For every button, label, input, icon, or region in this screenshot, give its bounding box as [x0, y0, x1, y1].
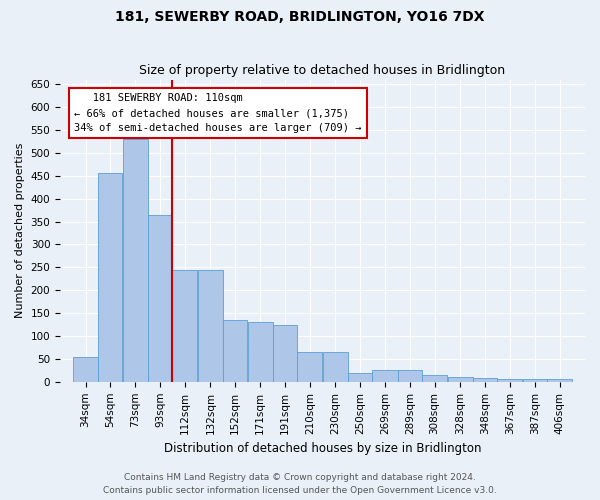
X-axis label: Distribution of detached houses by size in Bridlington: Distribution of detached houses by size …	[164, 442, 481, 455]
Bar	[248, 322, 272, 382]
Bar	[348, 372, 372, 382]
Bar	[297, 352, 322, 382]
Bar	[523, 379, 547, 382]
Title: Size of property relative to detached houses in Bridlington: Size of property relative to detached ho…	[139, 64, 506, 77]
Bar	[98, 174, 122, 382]
Bar	[323, 352, 348, 382]
Bar	[198, 270, 223, 382]
Bar	[422, 375, 447, 382]
Bar	[448, 377, 473, 382]
Bar	[223, 320, 247, 382]
Bar	[148, 214, 172, 382]
Bar	[373, 370, 398, 382]
Bar	[122, 139, 148, 382]
Bar	[172, 270, 197, 382]
Bar	[398, 370, 422, 382]
Bar	[273, 324, 297, 382]
Bar	[497, 378, 523, 382]
Y-axis label: Number of detached properties: Number of detached properties	[15, 143, 25, 318]
Text: Contains HM Land Registry data © Crown copyright and database right 2024.
Contai: Contains HM Land Registry data © Crown c…	[103, 474, 497, 495]
Bar	[73, 356, 98, 382]
Bar	[547, 379, 572, 382]
Text: 181, SEWERBY ROAD, BRIDLINGTON, YO16 7DX: 181, SEWERBY ROAD, BRIDLINGTON, YO16 7DX	[115, 10, 485, 24]
Bar	[473, 378, 497, 382]
Text: 181 SEWERBY ROAD: 110sqm
← 66% of detached houses are smaller (1,375)
34% of sem: 181 SEWERBY ROAD: 110sqm ← 66% of detach…	[74, 94, 362, 133]
